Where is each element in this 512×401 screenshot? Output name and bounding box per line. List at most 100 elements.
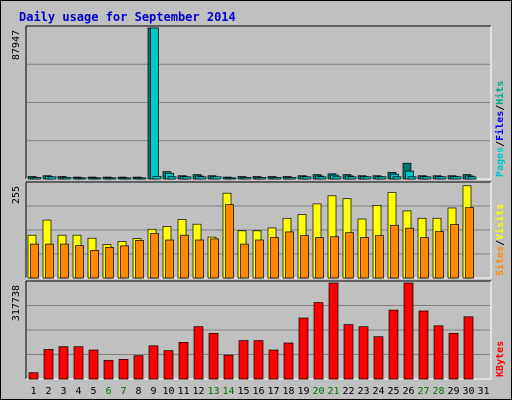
bar-sites [45,243,54,279]
bar-kbytes [388,309,399,380]
bar-kbytes [208,333,219,380]
bar-pages [272,177,282,180]
x-tick-label: 30 [462,386,474,397]
bar-kbytes [343,324,354,380]
x-tick-label: 11 [177,386,189,397]
bar-sites [195,239,204,279]
x-tick-label: 10 [162,386,174,397]
bar-pages [92,177,102,180]
x-tick-label: 12 [192,386,204,397]
bar-pages [362,176,372,180]
bar-sites [165,239,174,279]
bar-kbytes [88,349,99,380]
bar-pages [152,176,162,180]
bar-sites [375,235,384,279]
bar-files [150,27,159,180]
kbytes-panel: 317738 KBytes [11,280,506,380]
bar-kbytes [448,333,459,380]
bar-kbytes [418,310,429,380]
bar-sites [225,204,234,279]
bar-pages [437,176,447,180]
legend-entry: KBytes [495,341,506,377]
bar-pages [317,176,327,180]
bar-sites [270,237,279,279]
bar-kbytes [43,349,54,380]
y-max-label: 317738 [11,285,22,321]
x-tick-label: 1 [30,386,36,397]
bar-kbytes [313,302,324,380]
bar-sites [435,231,444,279]
bar-sites [180,234,189,279]
bar-sites [300,235,309,279]
bar-sites [330,236,339,279]
legend-entry: Pages [495,147,506,177]
x-tick-label: 6 [105,386,111,397]
bar-sites [105,247,114,279]
bar-kbytes [328,282,339,380]
bar-kbytes [163,350,174,380]
legend: Sites/Visits [494,204,506,276]
bar-kbytes [28,372,39,380]
x-tick-label: 13 [207,386,219,397]
bar-sites [150,233,159,279]
bar-kbytes [148,345,159,380]
bar-sites [120,245,129,279]
legend-entry: / [495,105,506,111]
bar-kbytes [178,342,189,380]
bar-kbytes [223,354,234,380]
bar-sites [450,224,459,279]
bar-pages [392,176,402,180]
bar-sites [255,239,264,279]
legend-entry: / [495,240,506,246]
bar-pages [287,177,297,180]
bar-kbytes [103,359,114,380]
legend-entry: Sites [494,246,506,276]
bar-pages [377,176,387,180]
x-tick-label: 25 [387,386,399,397]
bar-pages [107,177,117,180]
bar-pages [227,177,237,180]
legend-entry: Visits [494,204,506,240]
bar-kbytes [298,317,309,380]
bar-sites [345,232,354,279]
x-tick-label: 16 [252,386,264,397]
bar-sites [360,237,369,279]
bar-pages [32,177,42,180]
bar-kbytes [463,316,474,380]
x-tick-label: 27 [417,386,429,397]
bar-pages [347,176,357,180]
bar-pages [422,176,432,180]
bar-kbytes [358,326,369,380]
bar-sites [135,240,144,279]
x-tick-label: 8 [135,386,141,397]
x-tick-label: 20 [312,386,324,397]
bar-sites [465,207,474,279]
bar-kbytes [283,342,294,380]
bar-pages [242,177,252,180]
bar-pages [302,176,312,180]
bar-sites [285,231,294,279]
bar-kbytes [433,325,444,380]
legend-entry: Files [494,111,506,141]
bar-kbytes [133,355,144,380]
x-tick-label: 29 [447,386,459,397]
bar-pages [167,176,177,180]
bar-kbytes [268,349,279,380]
bar-kbytes [118,359,129,380]
bar-pages [257,177,267,180]
legend-entry: / [495,141,506,147]
visits-panel: 255 Sites/Visits [11,181,506,279]
bar-pages [332,176,342,180]
bar-kbytes [403,282,414,380]
x-tick-label: 4 [75,386,81,397]
x-tick-label: 5 [90,386,96,397]
bar-pages [197,176,207,180]
bar-pages [122,177,132,180]
x-tick-label: 19 [297,386,309,397]
x-tick-label: 23 [357,386,369,397]
legend-entry: Hits [494,81,506,105]
x-tick-label: 18 [282,386,294,397]
bar-kbytes [73,346,84,380]
